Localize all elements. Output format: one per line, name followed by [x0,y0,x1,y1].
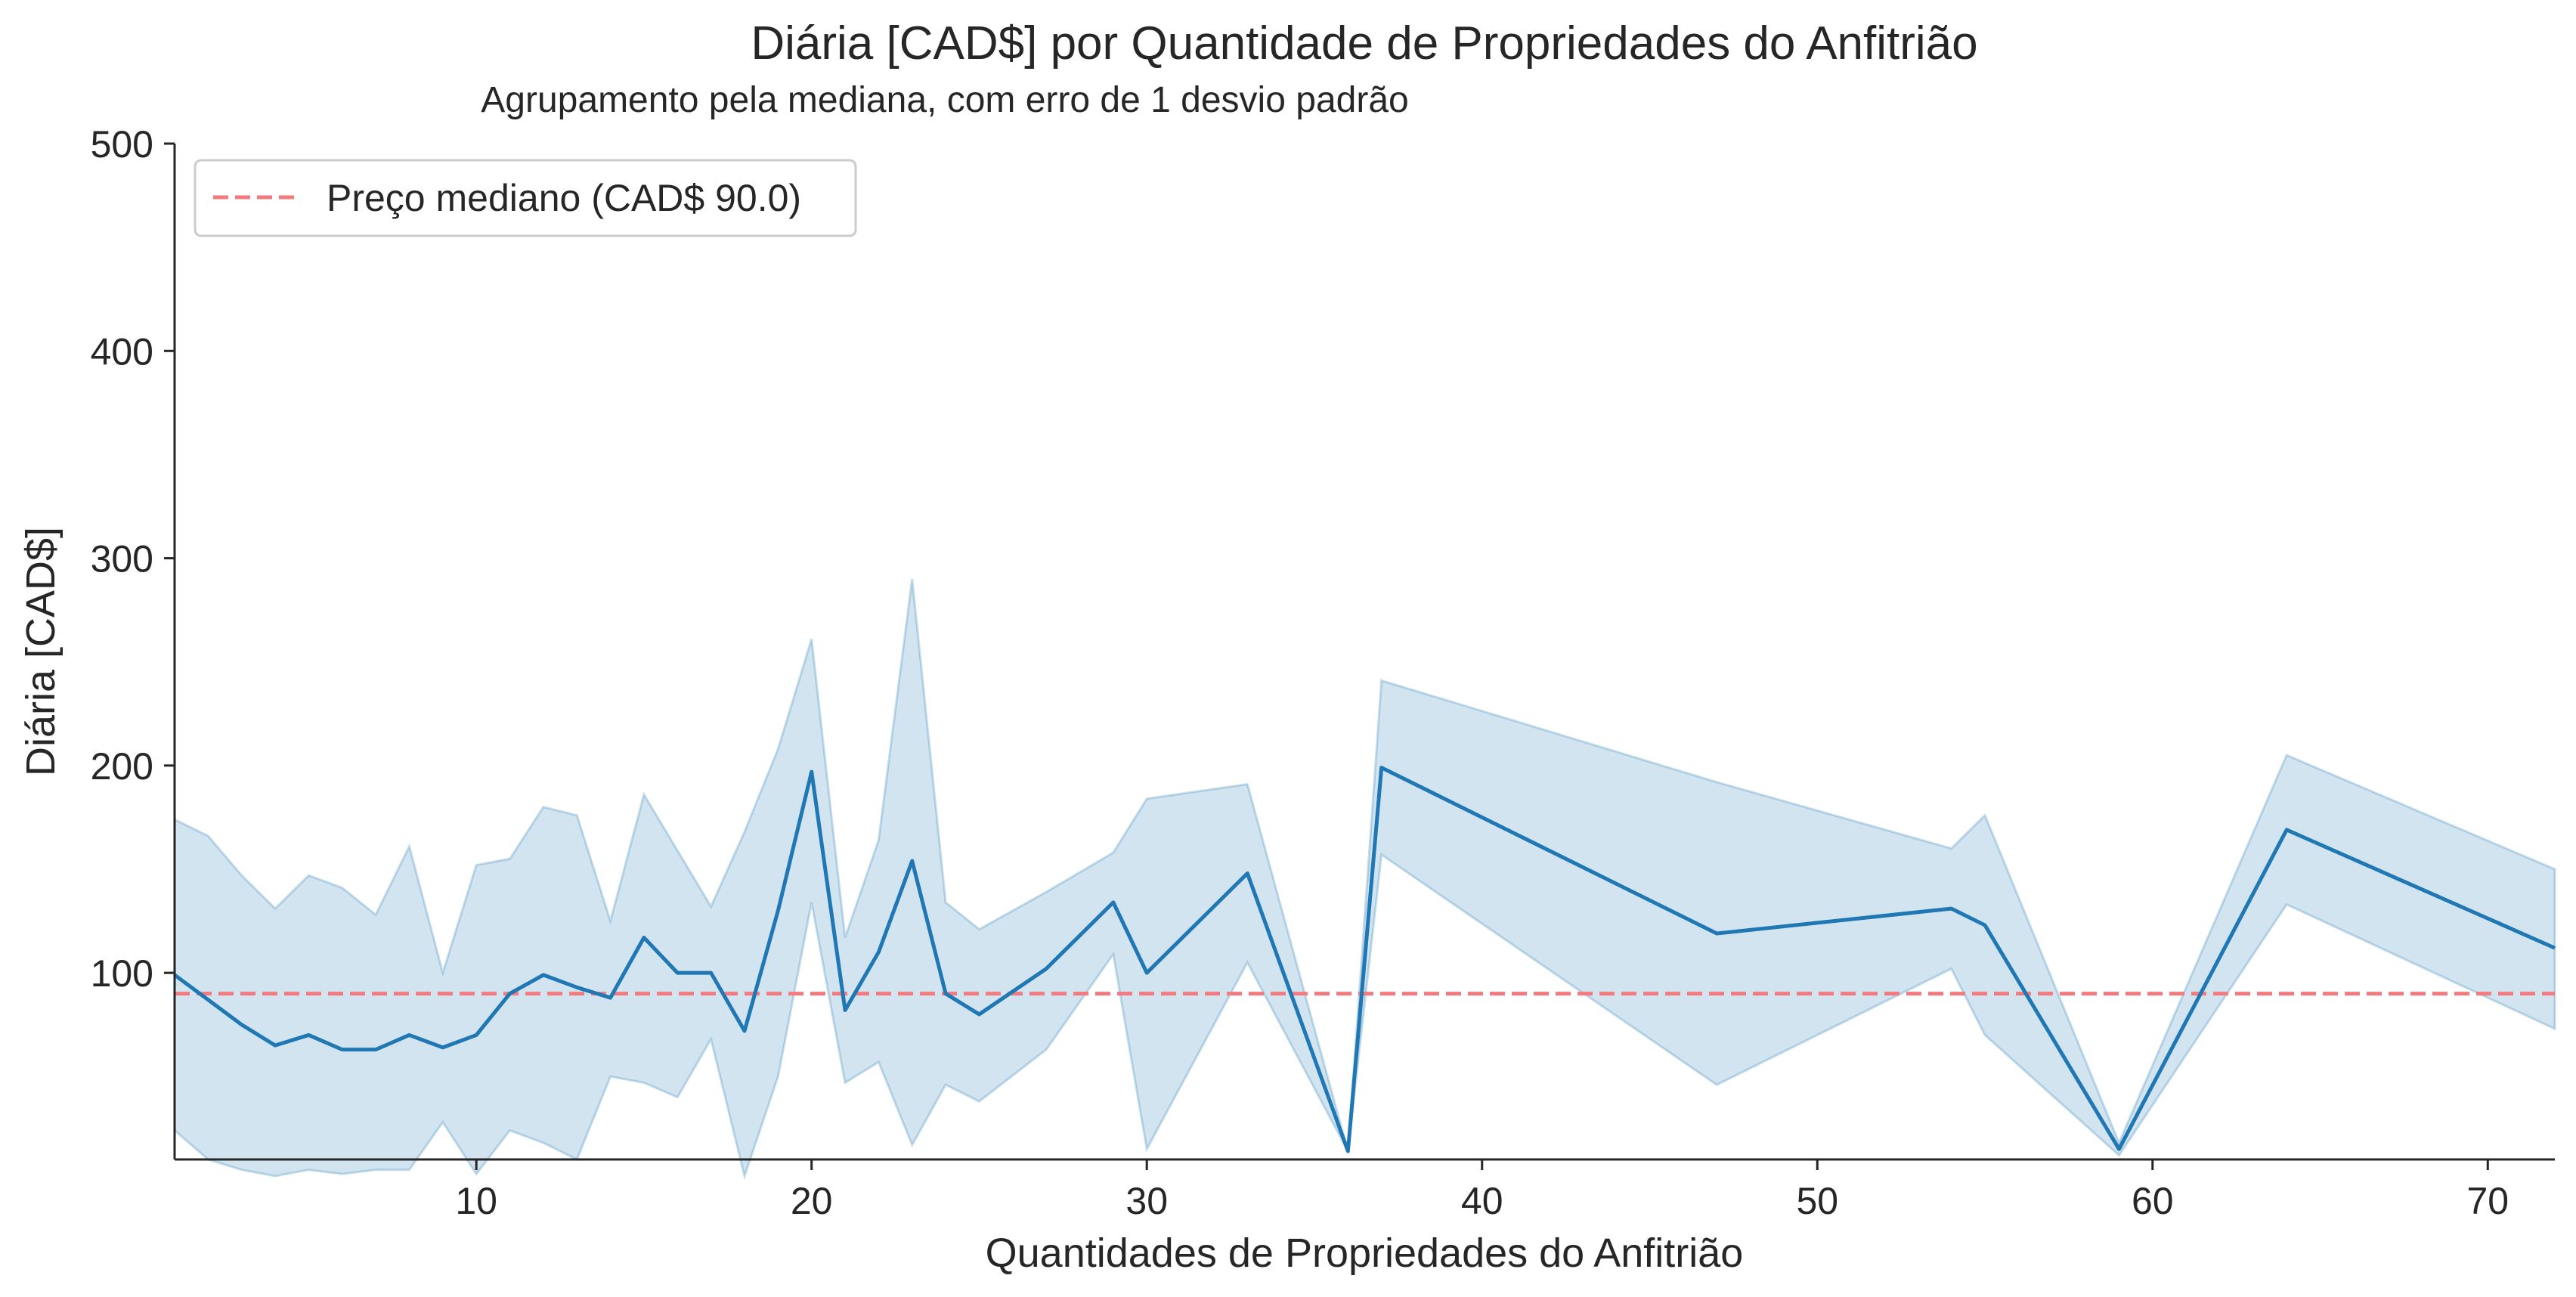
x-axis-label: Quantidades de Propriedades do Anfitrião [986,1230,1744,1276]
x-tick-label: 40 [1461,1180,1503,1222]
y-tick-label: 200 [91,745,153,788]
plot-area [173,578,2556,1181]
x-tick-label: 10 [455,1180,497,1222]
x-tick-label: 60 [2132,1180,2174,1222]
x-tick-label: 30 [1125,1180,1168,1222]
legend: Preço mediano (CAD$ 90.0) [194,159,857,237]
x-tick-label: 20 [791,1180,833,1222]
legend-box [194,159,857,237]
y-tick-label: 500 [91,123,153,166]
y-tick-label: 400 [91,330,153,373]
y-axis-label: Diária [CAD$] [18,527,63,776]
chart-subtitle: Agrupamento pela mediana, com erro de 1 … [481,80,1408,120]
y-tick-label: 300 [91,538,153,580]
y-ticks: 100 200 300 400 500 [91,123,175,995]
x-tick-label: 70 [2466,1180,2509,1222]
error-band [173,578,2556,1181]
series-line [173,766,2556,1153]
y-tick-label: 100 [91,952,153,995]
chart-title: Diária [CAD$] por Quantidade de Propried… [751,17,1977,70]
x-ticks: 10 20 30 40 50 60 70 [455,1159,2509,1222]
x-tick-label: 50 [1796,1180,1838,1222]
legend-median-label: Preço mediano (CAD$ 90.0) [327,177,801,219]
